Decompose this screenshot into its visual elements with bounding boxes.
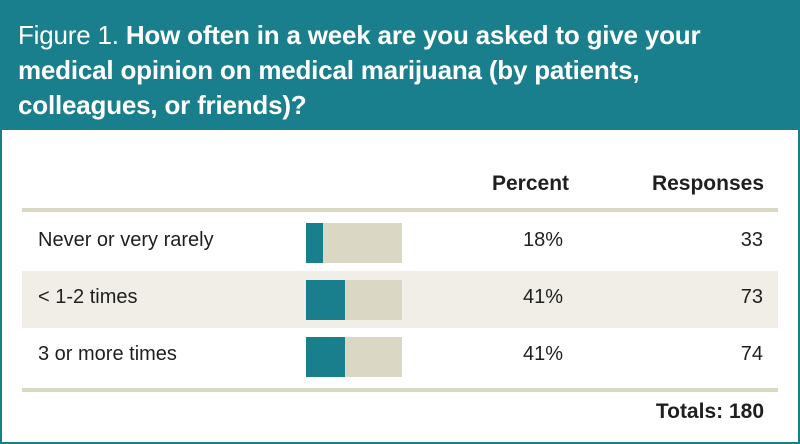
percent-value: 18% xyxy=(522,229,563,251)
figure-label: Figure 1. xyxy=(18,20,119,50)
percent-value: 41% xyxy=(522,286,563,308)
bar-fill xyxy=(306,337,345,377)
figure-title: Figure 1. How often in a week are you as… xyxy=(18,18,778,123)
table-row: < 1-2 times 41% 73 xyxy=(22,271,778,328)
bar-fill xyxy=(306,280,345,320)
figure-header: Figure 1. How often in a week are you as… xyxy=(2,2,798,130)
bar-track xyxy=(306,280,402,320)
totals-label: Totals: 180 xyxy=(655,400,764,423)
row-label: Never or very rarely xyxy=(38,229,214,251)
bar-fill xyxy=(306,223,323,263)
table-row: Never or very rarely 18% 33 xyxy=(22,214,778,271)
percent-value: 41% xyxy=(522,343,563,365)
row-label: 3 or more times xyxy=(38,343,177,365)
bar-track xyxy=(306,223,402,263)
column-header-responses: Responses xyxy=(651,172,764,195)
responses-value: 33 xyxy=(740,229,763,251)
header-divider xyxy=(22,208,778,212)
responses-value: 73 xyxy=(740,286,763,308)
figure-question: How often in a week are you asked to giv… xyxy=(18,20,701,120)
row-label: < 1-2 times xyxy=(38,286,138,308)
footer-divider xyxy=(22,388,778,392)
responses-value: 74 xyxy=(740,343,763,365)
bar-track xyxy=(306,337,402,377)
column-header-percent: Percent xyxy=(492,172,570,195)
table-row: 3 or more times 41% 74 xyxy=(22,328,778,385)
